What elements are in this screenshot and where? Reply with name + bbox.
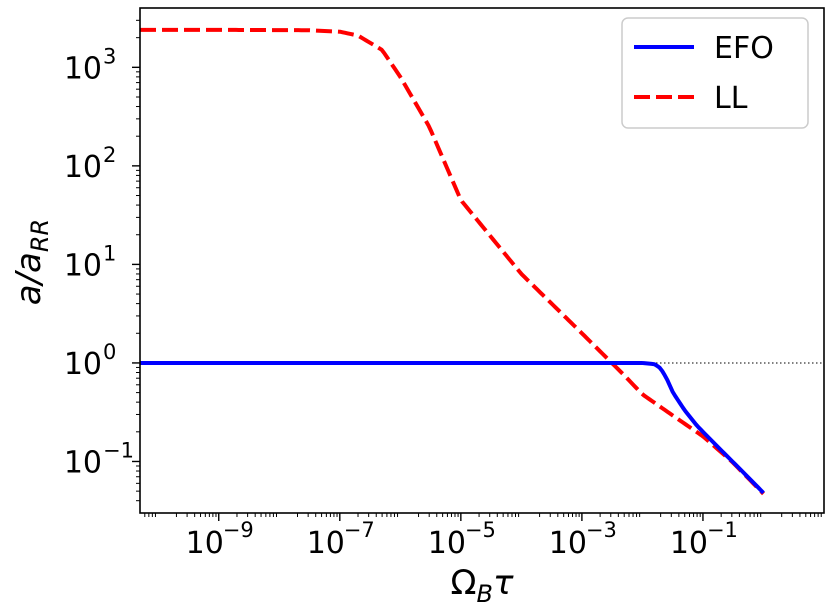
y-tick-label: 10 — [64, 51, 102, 86]
plot-area — [140, 27, 824, 496]
x-tick-label: 10 — [428, 526, 466, 561]
y-tick-label: 10 — [64, 347, 102, 382]
series-layer — [140, 27, 824, 496]
y-tick-exponent: 1 — [103, 241, 116, 265]
x-tick-exponent: −5 — [465, 518, 496, 542]
x-tick-label: 10 — [670, 526, 708, 561]
y-axis-label: a/aRR — [9, 219, 54, 305]
x-tick-exponent: −1 — [707, 518, 738, 542]
legend: EFO LL — [621, 17, 809, 129]
x-tick-label: 10 — [307, 526, 345, 561]
x-tick-exponent: −3 — [586, 518, 617, 542]
x-tick-exponent: −7 — [344, 518, 375, 542]
series-line-efo — [140, 360, 765, 495]
legend-efo-label: EFO — [714, 31, 774, 66]
y-tick-exponent: 3 — [103, 44, 116, 68]
x-tick-exponent: −9 — [223, 518, 254, 542]
y-tick-exponent: −1 — [103, 438, 134, 462]
y-tick-exponent: 0 — [103, 340, 116, 364]
x-tick-label: 10 — [186, 526, 224, 561]
legend-ll-label: LL — [714, 81, 748, 116]
x-tick-label: 10 — [549, 526, 587, 561]
y-tick-label: 10 — [64, 150, 102, 185]
y-tick-exponent: 2 — [103, 143, 116, 167]
x-axis-label: ΩBτ — [451, 563, 514, 608]
y-tick-label: 10 — [64, 248, 102, 283]
series-line-ll — [140, 27, 765, 496]
plot-frame — [139, 7, 825, 514]
y-tick-label: 10 — [64, 445, 102, 480]
